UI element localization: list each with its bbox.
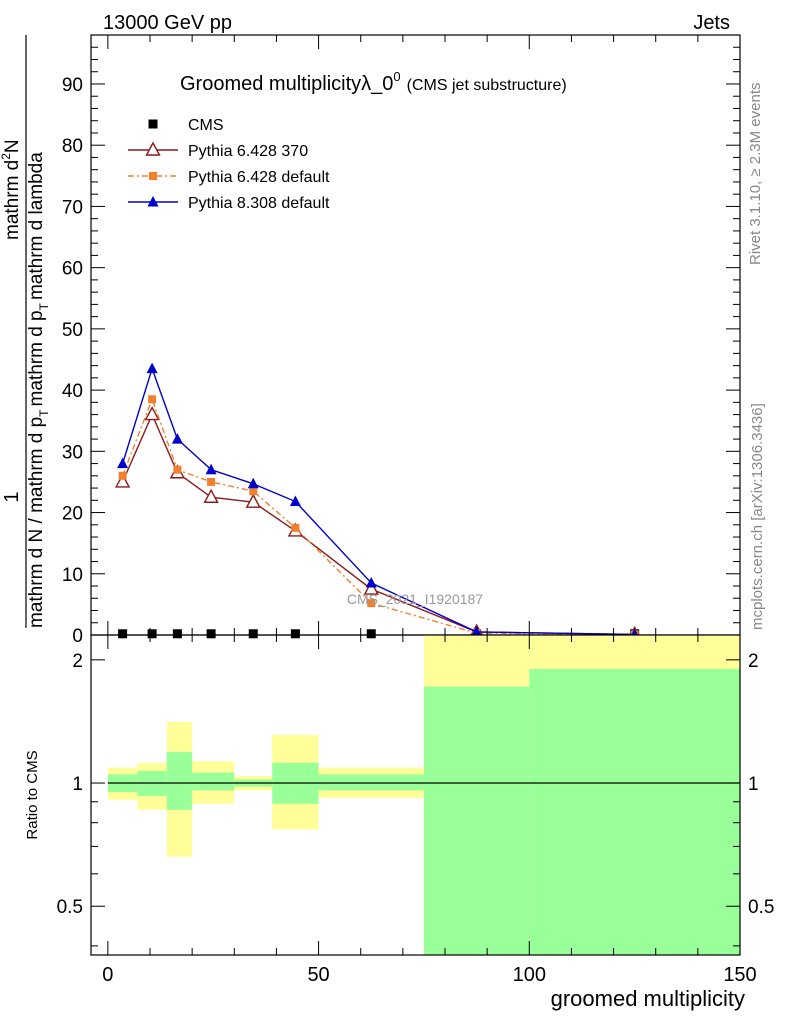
ratio-ylabel: Ratio to CMS (24, 750, 41, 839)
series-2-point (148, 395, 157, 404)
ylabel-top-a: mathrm d (2, 160, 23, 240)
ylabel-den-c: mathrm d lambda (26, 152, 47, 300)
ylabel-den-sub2: T (37, 302, 51, 310)
main-ytick-label: 40 (62, 381, 83, 402)
ratio-ytick-label-right: 1 (748, 774, 759, 795)
main-ytick-label: 30 (62, 442, 83, 463)
legend-item-1: Pythia 6.428 370 (128, 141, 308, 160)
series-3-point (205, 463, 217, 475)
legend-label: Pythia 6.428 default (188, 169, 330, 186)
legend-item-0: CMS (148, 117, 224, 134)
main-ylabel: 1 mathrm d2N mathrm d N / mathrm d pTmat… (0, 35, 51, 628)
ratio-frame (90, 634, 741, 956)
ylabel-numerator: 1 (1, 491, 23, 502)
ratio-ytick-label: 1 (72, 774, 83, 795)
series-0-point (172, 629, 182, 639)
ratio-inner-band-8 (529, 668, 740, 955)
plot-title-sup: 0 (393, 69, 400, 84)
ratio-ytick-label: 2 (72, 651, 83, 672)
main-ytick-label: 20 (62, 504, 83, 525)
ylabel-denominator: mathrm d N / mathrm d pTmathrm d pTmathr… (26, 152, 51, 628)
series-0-point (147, 629, 157, 639)
ratio-ytick-label: 0.5 (57, 897, 83, 918)
series-2-point (207, 477, 216, 486)
xlabel: groomed multiplicity (551, 986, 745, 1011)
series-3-point (289, 495, 301, 507)
series-2-point (367, 599, 376, 608)
series-0-point (366, 629, 376, 639)
ratio-xtick-label: 0 (102, 964, 113, 986)
ylabel-den-b: mathrm d p (26, 310, 47, 406)
legend-marker (145, 141, 161, 156)
ratio-bands (107, 635, 740, 955)
main-ytick-label: 60 (62, 259, 83, 280)
series-3-point (117, 457, 129, 469)
legend-label: Pythia 8.308 default (188, 195, 330, 212)
main-ytick-label: 50 (62, 320, 83, 341)
series-0-point (290, 629, 300, 639)
ylabel-den-sub: T (37, 409, 51, 417)
legend-label: Pythia 6.428 370 (188, 143, 308, 160)
series-0-point (248, 629, 258, 639)
ylabel-top-sup: 2 (0, 153, 13, 160)
legend-item-3: Pythia 8.308 default (128, 195, 330, 212)
ratio-inner-band-7 (423, 686, 530, 955)
plot-title-sub: (CMS jet substructure) (407, 77, 567, 94)
ylabel-top: mathrm d2N (0, 139, 23, 240)
series-3-point (146, 362, 158, 374)
ratio-ytick-label-right: 2 (748, 651, 759, 672)
main-axes: 0 10 20 30 40 50 60 70 80 90 (62, 34, 741, 647)
mcplots-label: mcplots.cern.ch [arXiv:1306.3436] (749, 403, 766, 630)
main-ytick-label: 90 (62, 75, 83, 96)
series-3-point (365, 576, 377, 588)
ratio-ytick-label-right: 0.5 (748, 897, 774, 918)
series-line-2 (121, 397, 635, 636)
watermark: CMS_2021_I1920187 (347, 591, 483, 607)
ratio-xtick-label: 100 (513, 964, 546, 986)
series-3-point (471, 625, 483, 637)
series-3 (117, 362, 641, 639)
series-0-point (118, 629, 128, 639)
ratio-xtick-label: 50 (307, 964, 329, 986)
legend-marker (149, 172, 157, 180)
ylabel-den-a: mathrm d N / mathrm d p (26, 417, 47, 628)
plot-title-main: Groomed multiplicityλ_0 (180, 73, 393, 95)
series-1-point (203, 488, 219, 503)
series-1-point (114, 473, 131, 488)
series-2-point (118, 471, 127, 480)
ratio-xtick-label: 150 (723, 964, 756, 986)
plot-title: Groomed multiplicityλ_00 (CMS jet substru… (180, 69, 567, 95)
main-series-group (114, 362, 643, 641)
rivet-label: Rivet 3.1.10, ≥ 2.3M events (747, 83, 764, 266)
ratio-inner-band-2 (166, 752, 193, 810)
legend-item-2: Pythia 6.428 default (128, 169, 330, 186)
series-3-point (247, 477, 259, 489)
category-label: Jets (693, 12, 730, 34)
main-ytick-label: 10 (62, 565, 83, 586)
series-1-point (363, 580, 379, 595)
legend-label: CMS (188, 117, 224, 134)
series-1-point (144, 406, 160, 421)
ratio-axes: 0.5 0.5 1 1 2 2 0 50 100 150 (57, 634, 774, 986)
ratio-inner-band-6 (318, 774, 424, 791)
main-ytick-label: 70 (62, 197, 83, 218)
main-ytick-label: 80 (62, 136, 83, 157)
series-1-point (245, 493, 261, 508)
main-ytick-label: 0 (72, 626, 83, 647)
series-0-point (206, 629, 216, 639)
series-2-point (249, 487, 258, 496)
ratio-inner-band-3 (192, 772, 235, 791)
energy-label: 13000 GeV pp (103, 12, 232, 34)
series-2-point (291, 523, 300, 532)
series-2-point (173, 465, 182, 474)
legend-marker (147, 196, 159, 207)
series-3-point (171, 433, 183, 444)
series-1 (114, 406, 643, 641)
ylabel-top-b: N (2, 139, 23, 153)
legend-marker (148, 119, 158, 129)
legend: CMS Pythia 6.428 370 Pythia 6.428 default P… (128, 117, 330, 212)
